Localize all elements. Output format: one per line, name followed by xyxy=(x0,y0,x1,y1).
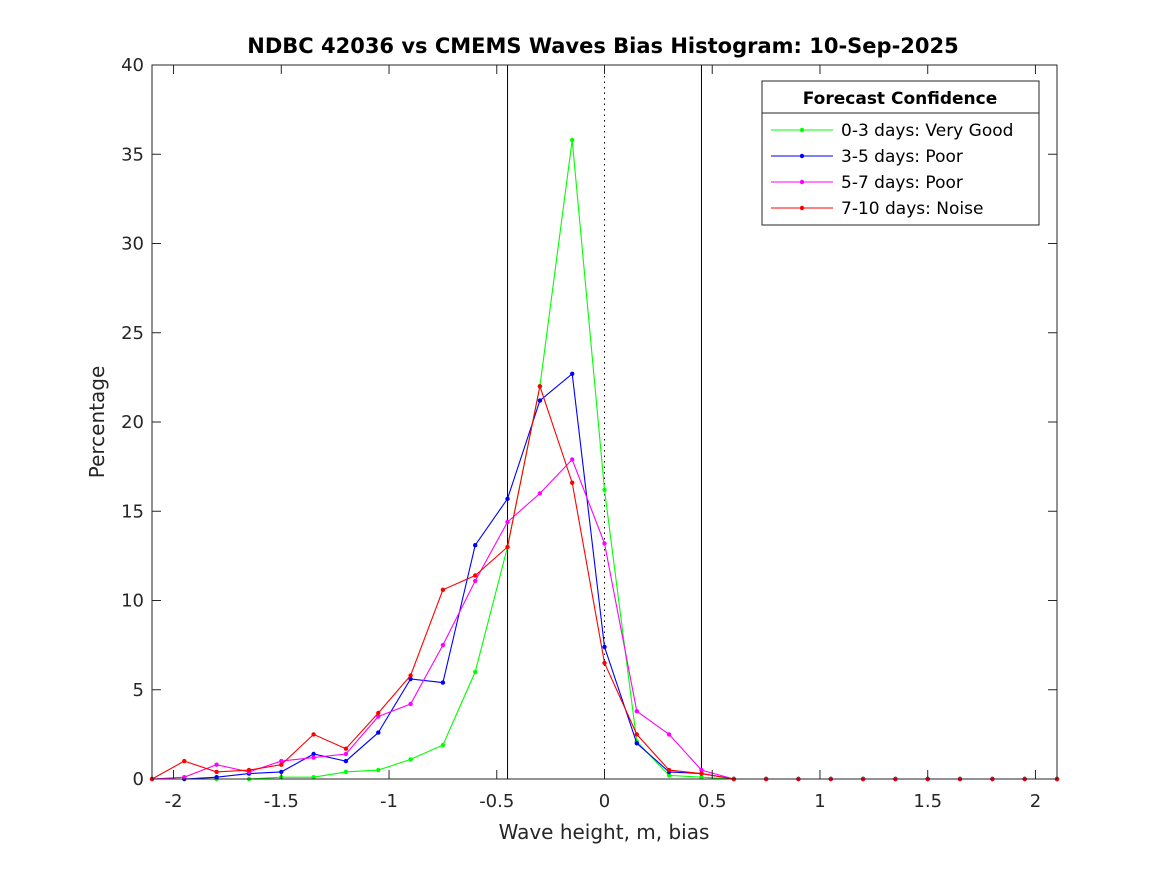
x-tick-label: -1 xyxy=(380,791,398,812)
legend-label: 3-5 days: Poor xyxy=(841,147,963,167)
data-point xyxy=(699,767,704,773)
y-tick-label: 0 xyxy=(133,769,144,790)
data-point xyxy=(602,487,607,492)
data-point xyxy=(376,767,381,773)
x-tick-label: -0.5 xyxy=(479,791,514,812)
data-point xyxy=(537,491,543,496)
data-point xyxy=(343,769,349,775)
data-point xyxy=(473,573,478,578)
x-tick-label: -2 xyxy=(165,791,183,812)
legend-swatch-marker xyxy=(799,205,805,211)
y-tick-label: 25 xyxy=(121,323,144,344)
legend-label: 0-3 days: Very Good xyxy=(841,121,1013,141)
y-tick-label: 10 xyxy=(121,591,144,612)
y-axis-label: Percentage xyxy=(85,366,109,479)
data-point xyxy=(666,732,672,737)
data-point xyxy=(570,457,575,462)
data-point xyxy=(634,732,639,737)
data-point xyxy=(343,746,349,751)
data-point xyxy=(666,767,672,773)
legend-entry: 0-3 days: Very Good xyxy=(771,121,1013,141)
data-point xyxy=(214,769,219,775)
data-point xyxy=(505,519,510,525)
data-point xyxy=(505,544,510,550)
legend-entry: 5-7 days: Poor xyxy=(771,173,963,193)
data-point xyxy=(440,742,446,748)
data-point xyxy=(634,741,639,746)
legend-swatch-marker xyxy=(799,179,805,185)
legend-label: 7-10 days: Noise xyxy=(841,199,983,219)
x-tick-label: -1.5 xyxy=(264,791,299,812)
data-point xyxy=(311,755,316,760)
data-point xyxy=(699,771,704,776)
x-axis-label: Wave height, m, bias xyxy=(499,820,710,844)
data-point xyxy=(537,384,543,389)
data-point xyxy=(699,775,704,780)
data-point xyxy=(279,758,284,764)
data-point xyxy=(214,762,219,767)
y-tick-label: 30 xyxy=(121,234,144,255)
y-tick-label: 15 xyxy=(121,501,144,522)
y-tick-label: 35 xyxy=(121,144,144,165)
data-point xyxy=(376,730,381,735)
x-tick-label: 0 xyxy=(599,791,610,812)
data-point xyxy=(408,676,413,682)
x-tick-label: 2 xyxy=(1030,791,1041,812)
legend-box xyxy=(761,80,1040,226)
legend-title: Forecast Confidence xyxy=(803,89,998,109)
data-point xyxy=(666,773,672,778)
data-point xyxy=(473,578,478,584)
legend-swatch-marker xyxy=(799,127,805,133)
data-point xyxy=(214,775,219,780)
legend-entry: 7-10 days: Noise xyxy=(771,199,983,219)
data-point xyxy=(537,398,543,403)
data-point xyxy=(473,543,478,548)
data-point xyxy=(602,660,607,666)
data-point xyxy=(311,732,316,737)
legend-swatch-marker xyxy=(799,153,805,159)
data-point xyxy=(473,669,478,675)
data-point xyxy=(408,701,413,707)
data-point xyxy=(570,137,575,143)
legend: Forecast Confidence 0-3 days: Very Good 3… xyxy=(761,80,1040,226)
chart-title: NDBC 42036 vs CMEMS Waves Bias Histogram… xyxy=(247,34,959,58)
data-point xyxy=(408,757,413,762)
data-point xyxy=(570,480,575,485)
data-point xyxy=(376,714,381,719)
data-point xyxy=(408,673,413,678)
y-tick-label: 40 xyxy=(121,55,144,76)
data-point xyxy=(311,751,316,757)
data-point xyxy=(343,758,349,764)
data-point xyxy=(505,496,510,501)
plot-frame xyxy=(151,64,1058,780)
data-point xyxy=(570,371,575,376)
data-point xyxy=(634,709,639,714)
data-point xyxy=(182,775,187,780)
series-layer xyxy=(149,137,1060,782)
data-point xyxy=(440,680,446,685)
legend-label: 5-7 days: Poor xyxy=(841,173,963,193)
y-tick-label: 5 xyxy=(133,680,144,701)
x-tick-label: 0.5 xyxy=(698,791,727,812)
data-point xyxy=(440,587,446,592)
data-point xyxy=(246,767,252,773)
y-tick-label: 20 xyxy=(121,412,144,433)
data-point xyxy=(602,541,607,546)
data-point xyxy=(182,758,187,764)
data-point xyxy=(343,751,349,757)
data-point xyxy=(602,644,607,650)
data-point xyxy=(440,642,446,648)
legend-entry: 3-5 days: Poor xyxy=(771,147,963,167)
legend-entries: 0-3 days: Very Good 3-5 days: Poor 5-7 day… xyxy=(771,121,1013,219)
data-point xyxy=(376,710,381,716)
x-tick-label: 1.5 xyxy=(913,791,942,812)
data-point xyxy=(279,762,284,767)
x-tick-label: 1 xyxy=(814,791,825,812)
data-point xyxy=(311,775,316,780)
